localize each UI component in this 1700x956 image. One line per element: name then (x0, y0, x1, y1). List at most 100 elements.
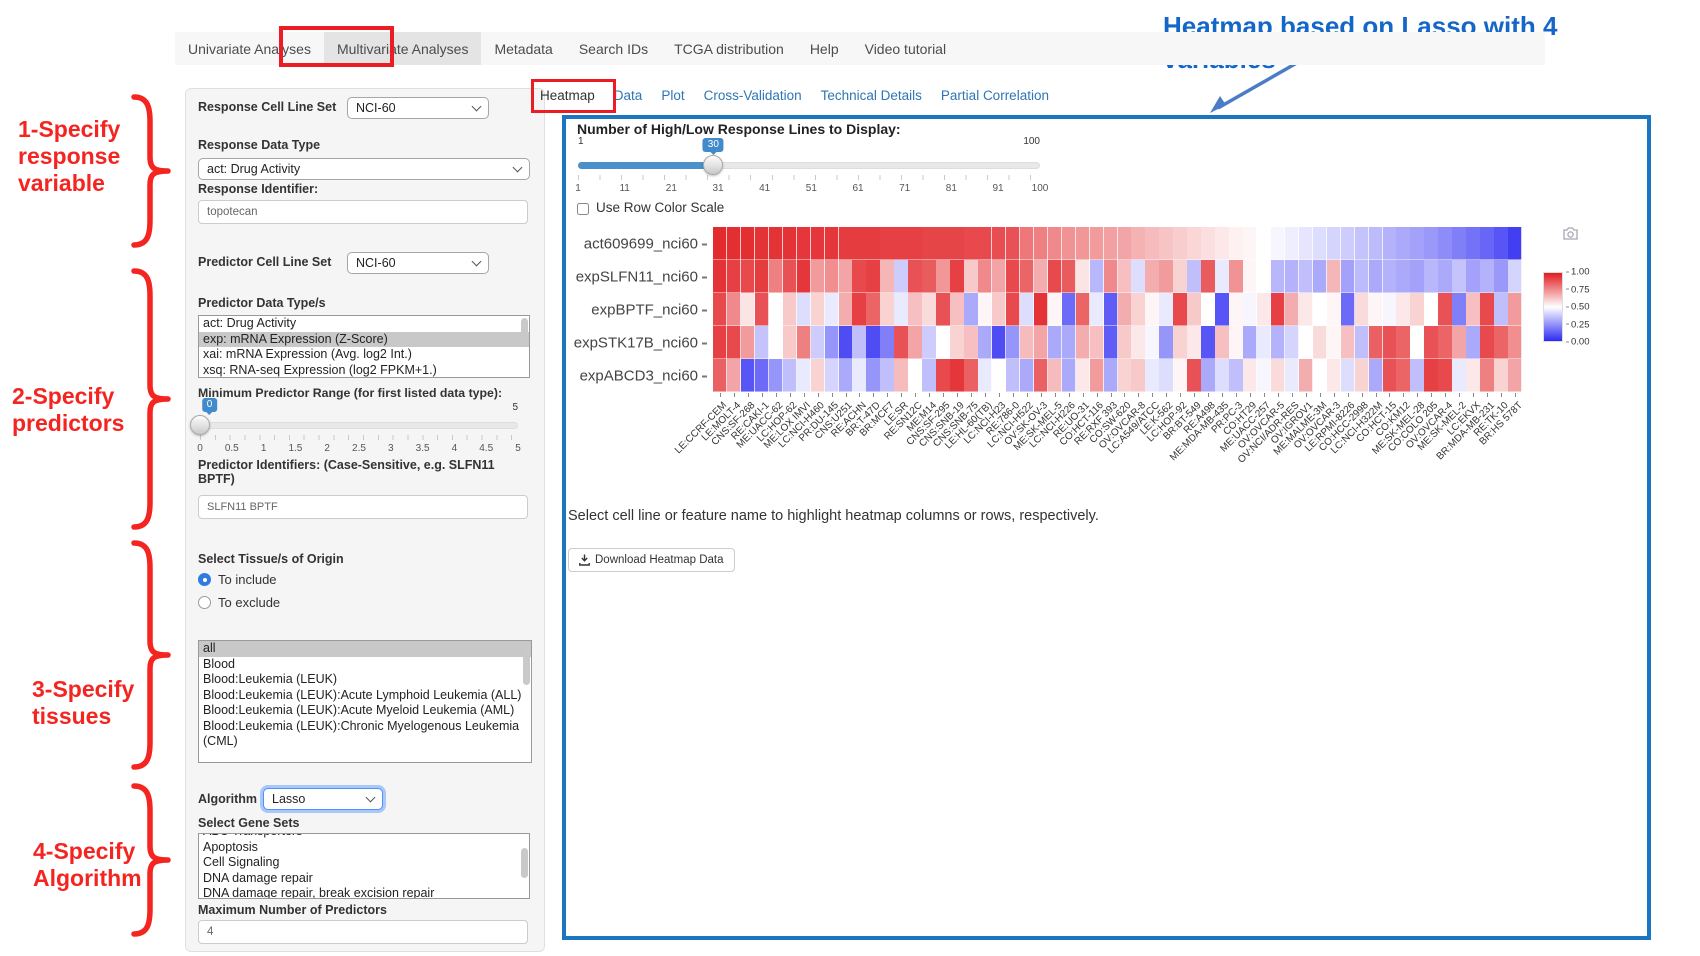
heatmap-cell[interactable] (922, 293, 937, 326)
heatmap-cell[interactable] (1103, 326, 1118, 359)
heatmap-cell[interactable] (1187, 359, 1202, 392)
heatmap-cell[interactable] (1508, 260, 1523, 293)
heatmap-cell[interactable] (1256, 227, 1272, 260)
heatmap-cell[interactable] (796, 227, 812, 260)
heatmap-cell[interactable] (1298, 326, 1314, 359)
heatmap-cell[interactable] (1019, 260, 1035, 293)
heatmap-cell[interactable] (1466, 293, 1481, 326)
heatmap-cell[interactable] (1173, 326, 1188, 359)
heatmap-cell[interactable] (1159, 293, 1174, 326)
heatmap-cell[interactable] (1173, 359, 1188, 392)
heatmap-cell[interactable] (1117, 260, 1132, 293)
heatmap-cell[interactable] (852, 260, 867, 293)
heatmap-cell[interactable] (1438, 227, 1453, 260)
scrollbar-thumb[interactable] (523, 643, 530, 685)
heatmap-cell[interactable] (1340, 260, 1356, 293)
heatmap-cell[interactable] (768, 326, 784, 359)
predictor-data-type-option[interactable]: exp: mRNA Expression (Z-Score) (199, 331, 529, 347)
heatmap-cell[interactable] (880, 227, 895, 260)
predictor-data-type-option[interactable]: act: Drug Activity (203, 316, 297, 330)
heatmap-cell[interactable] (978, 293, 993, 326)
heatmap-cell[interactable] (1229, 227, 1244, 260)
heatmap-cell[interactable] (1005, 227, 1021, 260)
heatmap-cell[interactable] (1089, 260, 1105, 293)
heatmap-cell[interactable] (1229, 359, 1244, 392)
heatmap-cell[interactable] (1131, 260, 1146, 293)
heatmap-cell[interactable] (866, 227, 881, 260)
heatmap-cell[interactable] (1089, 293, 1105, 326)
heatmap-cell[interactable] (1005, 326, 1021, 359)
heatmap-cell[interactable] (1424, 260, 1439, 293)
heatmap-cell[interactable] (1089, 227, 1105, 260)
heatmap-cell[interactable] (1019, 227, 1035, 260)
heatmap-cell[interactable] (964, 326, 979, 359)
predictor-identifiers-input[interactable] (198, 495, 528, 519)
heatmap-cell[interactable] (740, 260, 756, 293)
heatmap-cell[interactable] (1019, 359, 1035, 392)
heatmap-cell[interactable] (1368, 260, 1383, 293)
heatmap-cell[interactable] (1215, 326, 1230, 359)
tissue-option[interactable]: Blood:Leukemia (LEUK):Acute Lymphoid Leu… (203, 687, 522, 702)
heatmap-cell[interactable] (726, 293, 742, 326)
max-predictors-input[interactable] (198, 920, 528, 944)
gene-set-option[interactable]: Apoptosis (203, 839, 258, 854)
heatmap-cell[interactable] (1340, 326, 1356, 359)
heatmap-cell[interactable] (1201, 359, 1216, 392)
heatmap-cell[interactable] (894, 227, 909, 260)
heatmap-cell[interactable] (1173, 260, 1188, 293)
gene-set-option[interactable]: DNA damage repair (203, 870, 313, 885)
heatmap-cell[interactable] (1215, 260, 1230, 293)
heatmap-cell[interactable] (1312, 359, 1328, 392)
heatmap-cell[interactable] (713, 260, 728, 293)
heatmap-cell[interactable] (1480, 326, 1495, 359)
heatmap-cell[interactable] (991, 260, 1007, 293)
heatmap-cell[interactable] (991, 359, 1007, 392)
heatmap-cell[interactable] (1243, 227, 1258, 260)
heatmap-cell[interactable] (1033, 260, 1049, 293)
heatmap-cell[interactable] (1117, 293, 1132, 326)
heatmap-cell[interactable] (1354, 326, 1370, 359)
heatmap-cell[interactable] (1382, 326, 1397, 359)
heatmap-cell[interactable] (1508, 359, 1523, 392)
heatmap-cell[interactable] (908, 359, 923, 392)
heatmap-cell[interactable] (1019, 293, 1035, 326)
heatmap-cell[interactable] (1424, 326, 1439, 359)
heatmap-cell[interactable] (740, 293, 756, 326)
heatmap-cell[interactable] (782, 326, 798, 359)
heatmap-cell[interactable] (1410, 293, 1425, 326)
heatmap-cell[interactable] (1173, 293, 1188, 326)
heatmap-cell[interactable] (1494, 227, 1509, 260)
heatmap-cell[interactable] (1005, 260, 1021, 293)
heatmap-cell[interactable] (1284, 359, 1300, 392)
heatmap-cell[interactable] (1103, 293, 1118, 326)
heatmap-cell[interactable] (866, 326, 881, 359)
heatmap-cell[interactable] (1494, 293, 1509, 326)
heatmap-cell[interactable] (922, 227, 937, 260)
heatmap-cell[interactable] (1089, 359, 1105, 392)
heatmap-cell[interactable] (1326, 260, 1342, 293)
heatmap-cell[interactable] (1145, 326, 1160, 359)
response-identifier-input[interactable] (198, 200, 528, 224)
heatmap-cell[interactable] (754, 260, 770, 293)
heatmap-cell[interactable] (1410, 260, 1425, 293)
heatmap-cell[interactable] (740, 227, 756, 260)
heatmap-cell[interactable] (1061, 326, 1077, 359)
heatmap-cell[interactable] (1075, 227, 1091, 260)
nav-item-video-tutorial[interactable]: Video tutorial (864, 40, 947, 57)
heatmap-cell[interactable] (1466, 326, 1481, 359)
heatmap-cell[interactable] (1284, 326, 1300, 359)
heatmap-cell[interactable] (1424, 227, 1439, 260)
heatmap-cell[interactable] (713, 359, 728, 392)
predictor-data-type-option[interactable]: xai: mRNA Expression (Avg. log2 Int.) (203, 347, 412, 361)
heatmap-cell[interactable] (852, 326, 867, 359)
heatmap-cell[interactable] (964, 293, 979, 326)
nav-item-help[interactable]: Help (809, 40, 839, 57)
heatmap-cell[interactable] (1033, 326, 1049, 359)
nav-item-search-ids[interactable]: Search IDs (578, 40, 649, 57)
heatmap-cell[interactable] (852, 359, 867, 392)
scrollbar-thumb[interactable] (521, 318, 528, 346)
heatmap-cell[interactable] (1019, 326, 1035, 359)
heatmap-cell[interactable] (1424, 293, 1439, 326)
heatmap-cell[interactable] (1452, 227, 1467, 260)
heatmap-cell[interactable] (1340, 227, 1356, 260)
